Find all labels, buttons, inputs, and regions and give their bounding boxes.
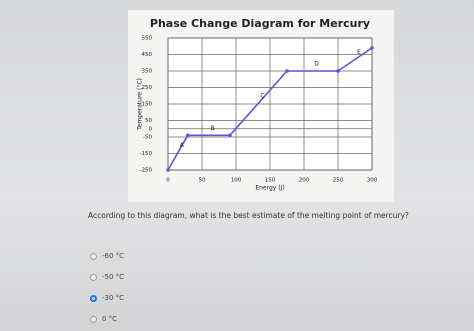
- x-tick-label: 200: [299, 178, 310, 184]
- option-label[interactable]: 0 °C: [102, 315, 118, 323]
- option-label[interactable]: -50 °C: [102, 273, 125, 281]
- radio-button[interactable]: [90, 315, 97, 323]
- segment-label: D: [314, 61, 319, 68]
- y-tick-label: -250: [140, 168, 153, 174]
- segment-label: E: [357, 49, 361, 56]
- x-tick-label: 100: [231, 178, 242, 184]
- data-point: [228, 133, 232, 138]
- option-label[interactable]: -60 °C: [102, 252, 125, 260]
- y-tick-label: 150: [142, 102, 153, 108]
- y-tick-label: 250: [142, 85, 153, 91]
- data-point: [336, 69, 340, 73]
- x-axis-label: Energy (J): [255, 185, 284, 192]
- segment-label: B: [211, 125, 215, 132]
- data-point: [185, 133, 190, 138]
- question: According to this diagram, what is the b…: [88, 211, 409, 220]
- y-axis-label: Temperature (°C): [137, 78, 144, 131]
- radio-button[interactable]: [90, 252, 97, 260]
- radio-button[interactable]: [90, 294, 97, 302]
- y-tick-label: -50: [143, 135, 152, 141]
- data-point: [285, 69, 289, 73]
- x-tick-label: 50: [199, 178, 206, 184]
- x-tick-label: 150: [265, 178, 276, 184]
- y-tick-label: -150: [140, 151, 153, 157]
- chart: Phase Change Diagram for Mercury Energy …: [128, 10, 394, 202]
- chart-title: Phase Change Diagram for Mercury: [150, 17, 370, 30]
- x-tick-label: 0: [166, 178, 170, 184]
- x-tick-label: 250: [333, 178, 344, 184]
- data-point: [166, 168, 170, 172]
- segment-label: A: [180, 142, 185, 149]
- y-tick-label: 550: [142, 36, 153, 42]
- answer-option[interactable]: 0 °C: [90, 315, 117, 323]
- answer-option[interactable]: -30 °C: [90, 294, 124, 302]
- y-tick-label: 0: [149, 126, 153, 132]
- answer-option[interactable]: -50 °C: [90, 273, 124, 281]
- data-point: [370, 46, 374, 50]
- option-label[interactable]: -30 °C: [102, 294, 125, 302]
- y-tick-label: 450: [142, 52, 153, 58]
- radio-button[interactable]: [90, 273, 97, 281]
- answer-option[interactable]: -60 °C: [90, 252, 124, 260]
- y-tick-label: 50: [145, 118, 152, 124]
- data-line: [167, 47, 373, 171]
- segment-label: C: [260, 93, 264, 100]
- y-tick-label: 350: [142, 69, 153, 75]
- x-tick-label: 300: [367, 178, 378, 184]
